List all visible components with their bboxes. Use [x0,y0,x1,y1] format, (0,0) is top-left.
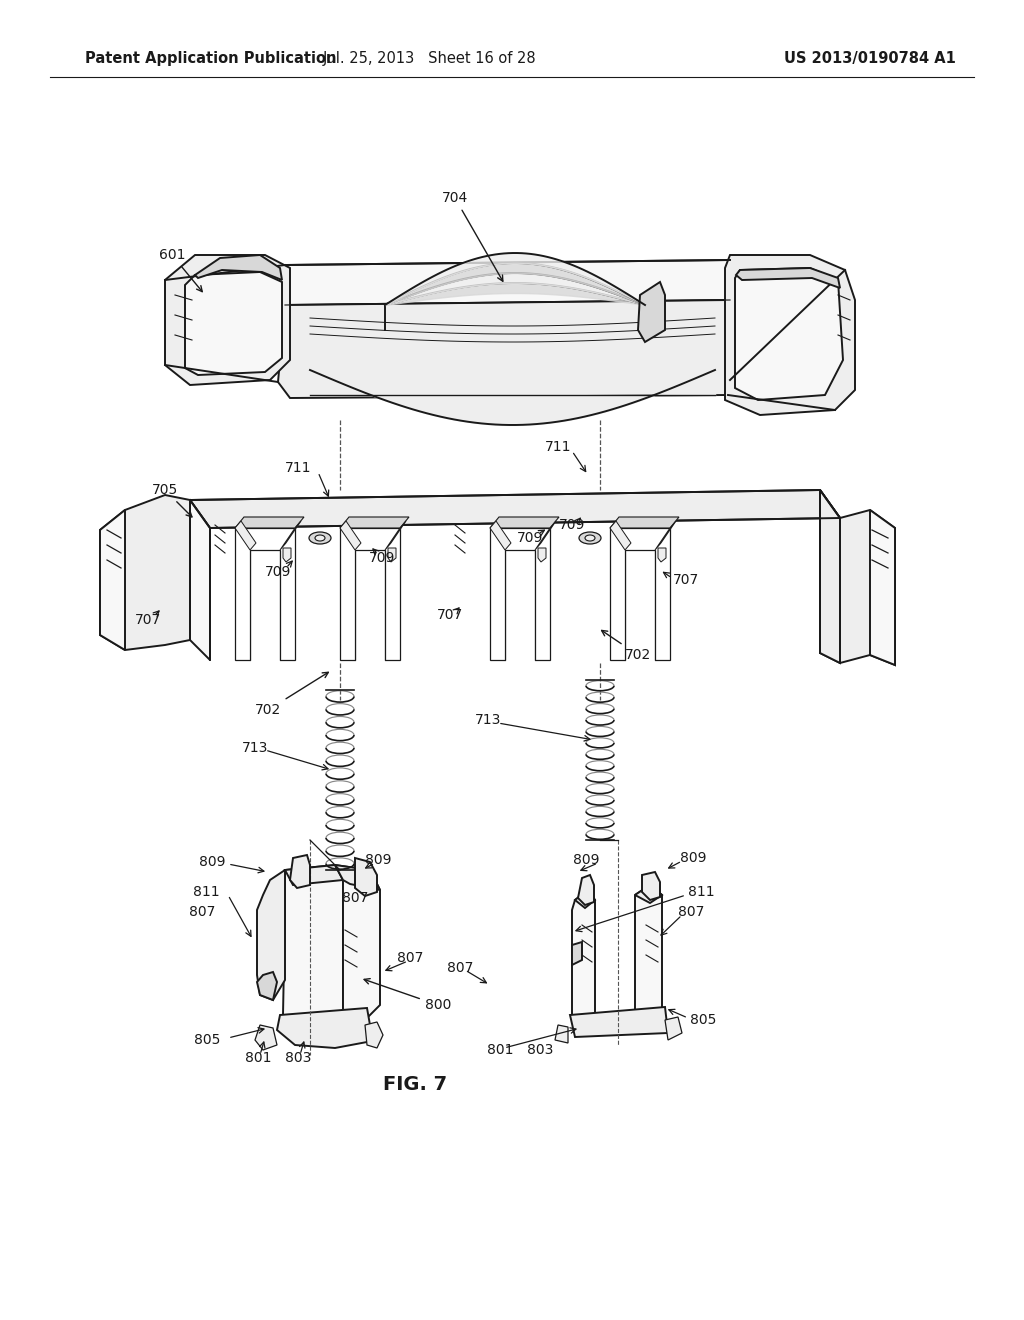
Text: 713: 713 [242,741,268,755]
Polygon shape [538,548,546,562]
Polygon shape [190,490,840,528]
Text: 805: 805 [194,1034,220,1047]
Polygon shape [572,890,595,1023]
Text: 704: 704 [442,191,503,281]
Polygon shape [285,260,730,305]
Polygon shape [335,865,380,890]
Polygon shape [100,510,125,649]
Text: 807: 807 [678,906,705,919]
Polygon shape [290,855,310,888]
Polygon shape [658,548,666,562]
Text: 709: 709 [517,531,543,545]
Text: 801: 801 [486,1043,513,1057]
Text: 711: 711 [285,461,311,475]
Polygon shape [820,490,840,663]
Text: 807: 807 [188,906,215,919]
Polygon shape [340,528,400,660]
Polygon shape [635,884,662,1020]
Text: 707: 707 [437,609,463,622]
Text: 809: 809 [680,851,707,865]
Polygon shape [234,517,304,528]
Polygon shape [490,517,559,528]
Polygon shape [490,528,550,660]
Text: Patent Application Publication: Patent Application Publication [85,50,337,66]
Polygon shape [285,865,343,884]
Polygon shape [280,521,301,550]
Polygon shape [638,282,665,342]
Ellipse shape [585,535,595,541]
Polygon shape [255,1026,278,1049]
Text: 807: 807 [342,891,369,906]
Polygon shape [340,517,409,528]
Text: 811: 811 [688,884,715,899]
Polygon shape [234,528,295,660]
Polygon shape [190,500,210,660]
Text: 711: 711 [545,440,571,454]
Text: 702: 702 [601,631,651,663]
Polygon shape [257,972,278,1001]
Ellipse shape [315,535,325,541]
Text: 811: 811 [194,884,220,899]
Polygon shape [355,858,377,896]
Text: 807: 807 [397,950,423,965]
Text: 801: 801 [245,1051,271,1065]
Polygon shape [100,495,190,649]
Polygon shape [283,548,291,562]
Polygon shape [388,548,396,562]
Polygon shape [642,873,660,900]
Text: 709: 709 [369,550,395,565]
Polygon shape [278,1008,370,1048]
Text: 803: 803 [285,1051,311,1065]
Polygon shape [578,875,594,906]
Polygon shape [535,521,556,550]
Polygon shape [283,865,343,1030]
Polygon shape [555,1026,568,1043]
Polygon shape [335,865,380,1020]
Text: 809: 809 [365,853,391,867]
Polygon shape [575,890,595,908]
Text: 807: 807 [446,961,473,975]
Polygon shape [365,1022,383,1048]
Text: 709: 709 [559,517,585,532]
Text: 800: 800 [365,978,452,1012]
Polygon shape [570,1007,668,1038]
Text: US 2013/0190784 A1: US 2013/0190784 A1 [784,50,956,66]
Text: 709: 709 [265,565,291,579]
Polygon shape [610,528,670,660]
Polygon shape [490,521,511,550]
Text: Jul. 25, 2013   Sheet 16 of 28: Jul. 25, 2013 Sheet 16 of 28 [324,50,537,66]
Polygon shape [572,942,582,965]
Polygon shape [340,521,361,550]
Polygon shape [385,521,406,550]
Text: 702: 702 [255,672,329,717]
Polygon shape [725,255,855,414]
Text: 707: 707 [135,612,161,627]
Polygon shape [610,517,679,528]
Ellipse shape [309,532,331,544]
Text: 809: 809 [199,855,225,869]
Text: 803: 803 [526,1043,553,1057]
Polygon shape [185,272,282,375]
Text: 713: 713 [475,713,501,727]
Polygon shape [820,490,895,665]
Polygon shape [736,268,840,288]
Text: 805: 805 [690,1012,717,1027]
Polygon shape [610,521,631,550]
Polygon shape [165,255,290,385]
Polygon shape [257,870,285,1001]
Polygon shape [665,1016,682,1040]
Ellipse shape [579,532,601,544]
Polygon shape [735,268,843,400]
Text: 809: 809 [573,853,600,867]
Polygon shape [635,884,662,903]
Polygon shape [195,255,282,280]
Polygon shape [234,521,256,550]
Polygon shape [870,510,895,665]
Text: 601: 601 [159,248,203,292]
Text: FIG. 7: FIG. 7 [383,1076,447,1094]
Text: 705: 705 [152,483,191,517]
Polygon shape [278,300,740,399]
Polygon shape [655,521,676,550]
Text: 707: 707 [673,573,699,587]
